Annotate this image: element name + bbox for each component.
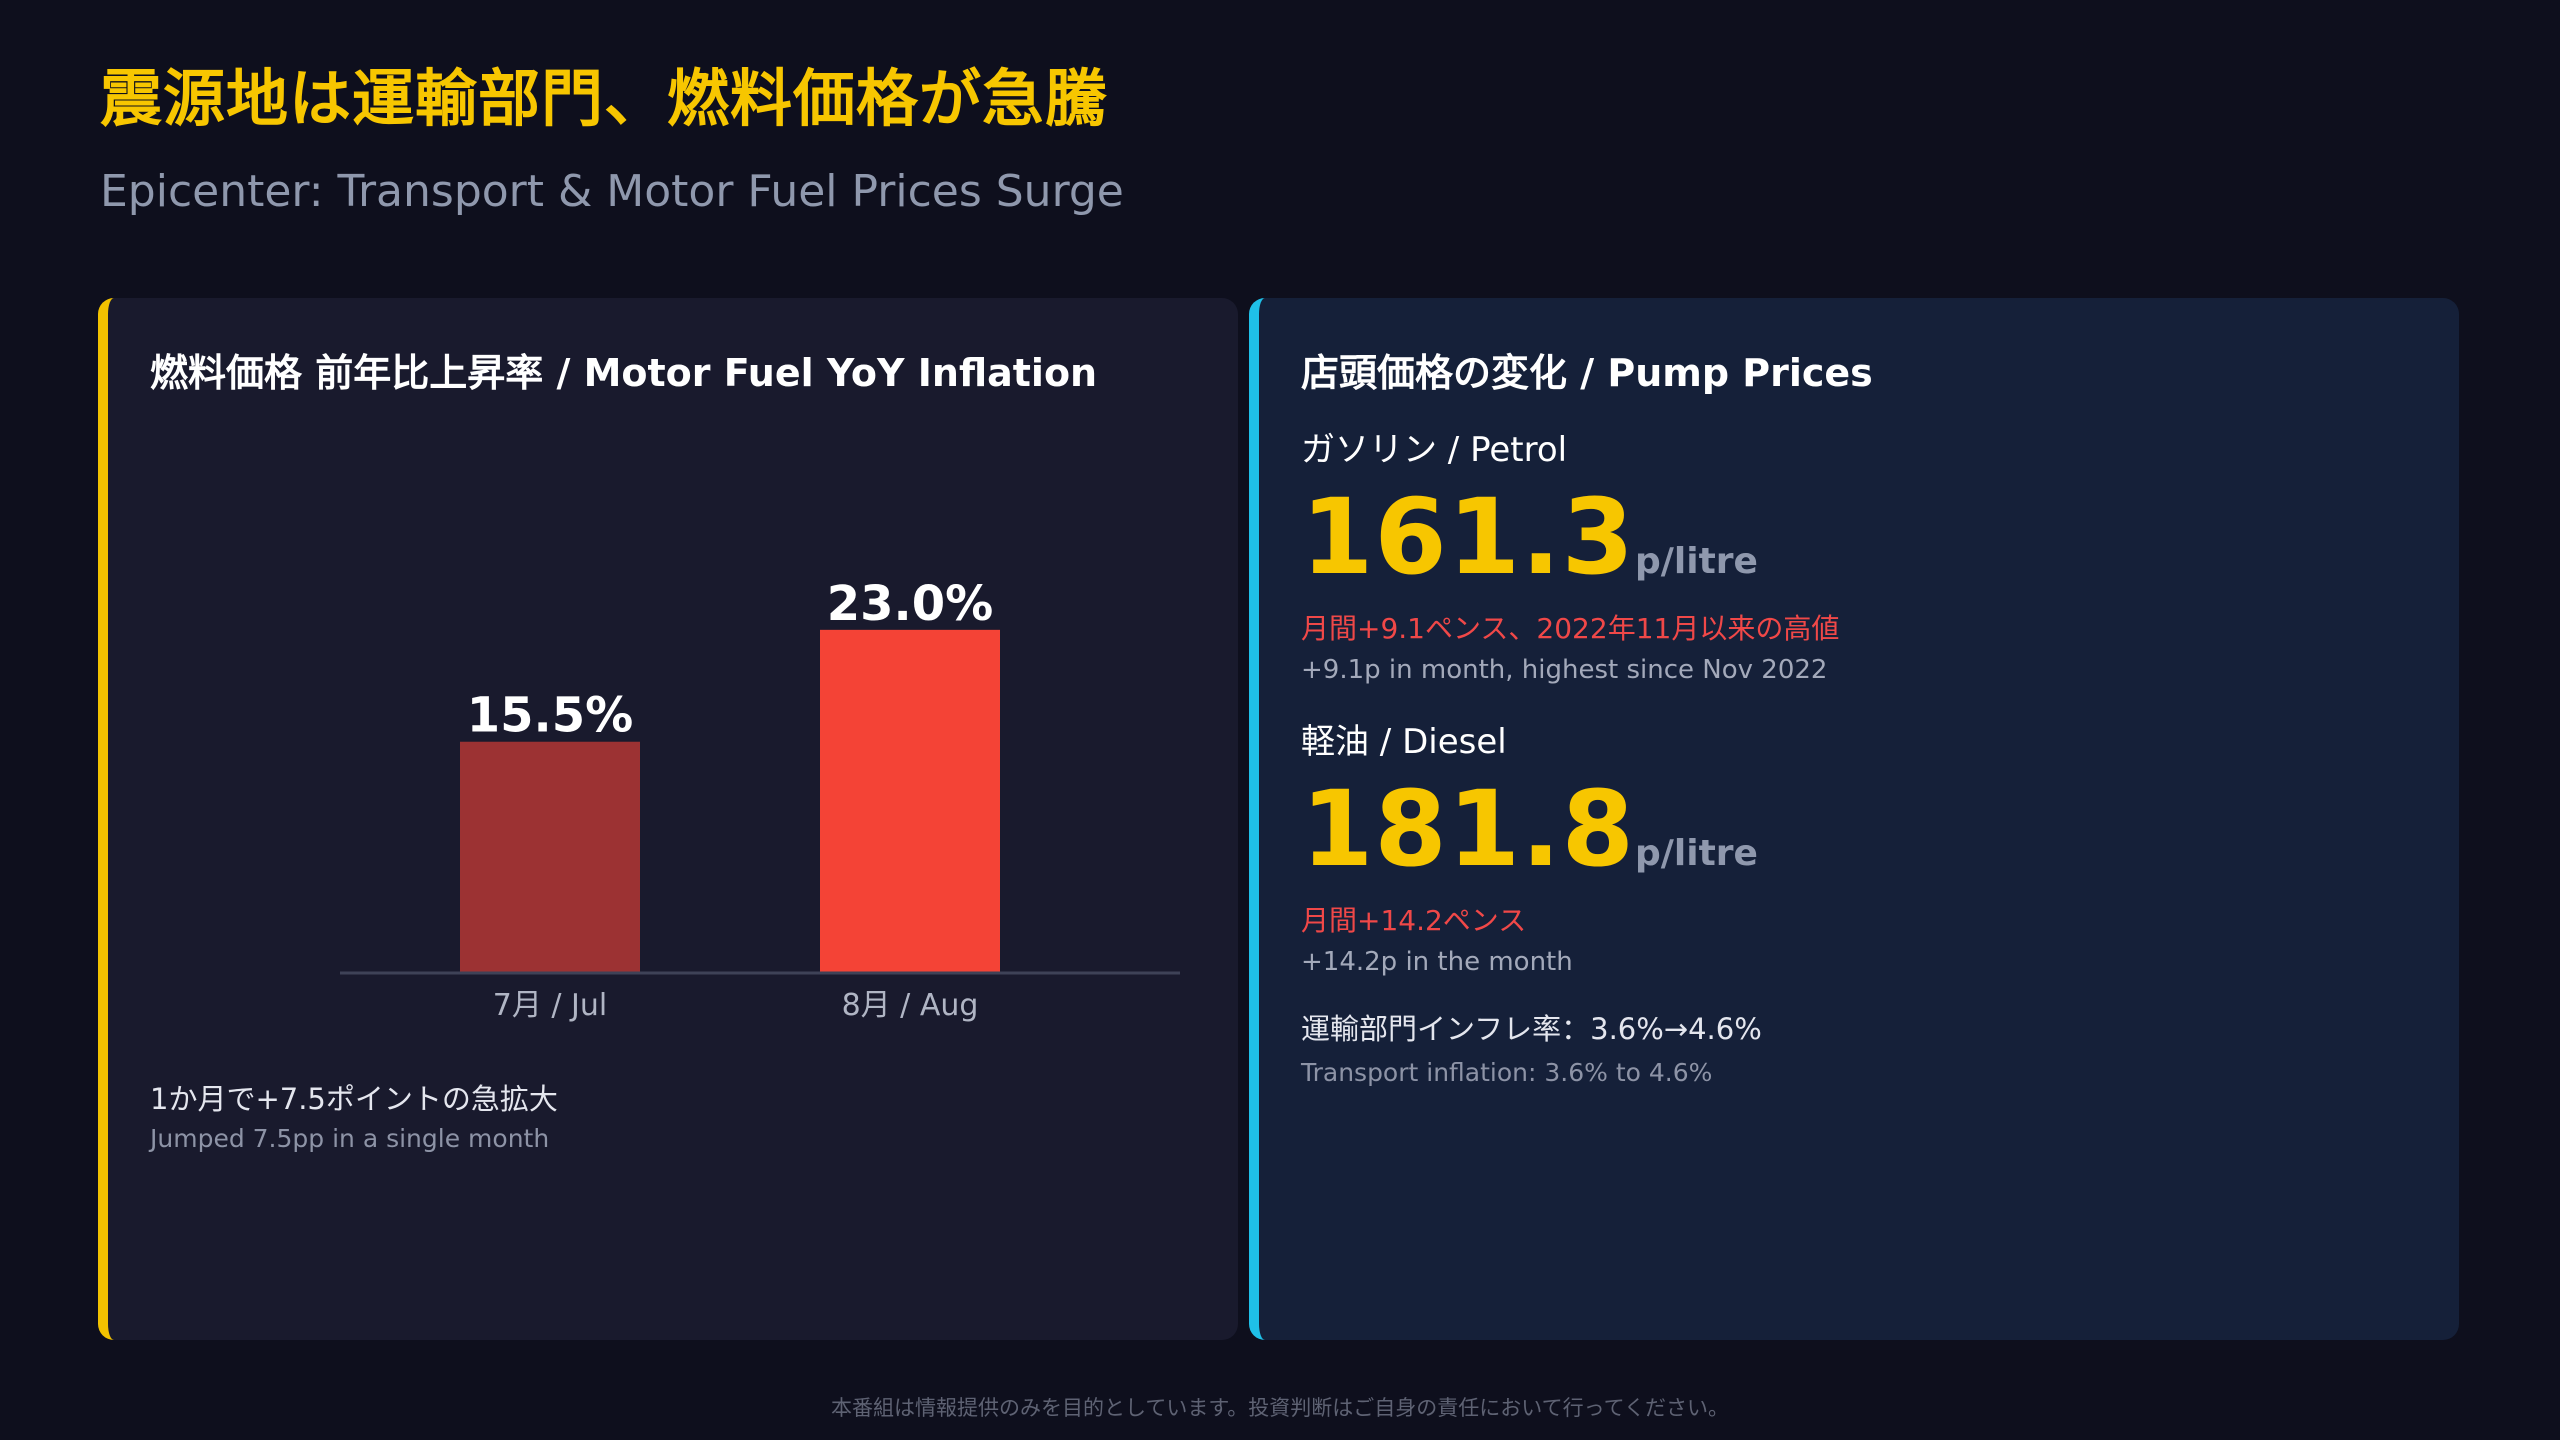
petrol-block: ガソリン / Petrol 161.3p/litre 月間+9.1ペンス、202… <box>1301 422 1839 685</box>
bar-1 <box>820 629 1000 973</box>
petrol-change-jp: 月間+9.1ペンス、2022年11月以来の高値 <box>1301 612 1840 645</box>
transport-inflation-en: Transport inflation: 3.6% to 4.6% <box>1301 1058 1713 1087</box>
petrol-price: 161.3p/litre <box>1301 485 1839 589</box>
page-title: 震源地は運輸部門、燃料価格が急騰 <box>100 62 1109 135</box>
diesel-change-en: +14.2p in the month <box>1301 947 1573 977</box>
fuel-inflation-panel: 燃料価格 前年比上昇率 / Motor Fuel YoY Inflation 1… <box>98 298 1238 1340</box>
diesel-label: 軽油 / Diesel <box>1301 722 1507 762</box>
diesel-price: 181.8p/litre <box>1301 777 1758 881</box>
diesel-change-jp: 月間+14.2ペンス <box>1301 904 1527 937</box>
pump-prices-panel: 店頭価格の変化 / Pump Prices ガソリン / Petrol 161.… <box>1249 298 2459 1340</box>
fuel-inflation-heading: 燃料価格 前年比上昇率 / Motor Fuel YoY Inflation <box>150 351 1098 395</box>
x-tick-label-1: 8月 / Aug <box>842 988 979 1023</box>
fuel-inflation-bar-chart: 15.5% 7月 / Jul 23.0% 8月 / Aug <box>340 576 1180 1023</box>
disclaimer: 本番組は情報提供のみを目的としています。投資判断はご自身の責任において行ってくだ… <box>831 1396 1729 1420</box>
transport-inflation-jp: 運輸部門インフレ率：3.6%→4.6% <box>1301 1012 1762 1046</box>
diesel-price-unit: p/litre <box>1634 833 1758 874</box>
petrol-price-value: 161.3 <box>1301 476 1635 598</box>
bar-0 <box>460 741 640 973</box>
x-tick-label-0: 7月 / Jul <box>493 988 607 1023</box>
bar-value-label-1: 23.0% <box>827 576 994 632</box>
chart-note-en: Jumped 7.5pp in a single month <box>150 1124 550 1153</box>
diesel-block: 軽油 / Diesel 181.8p/litre 月間+14.2ペンス +14.… <box>1301 714 1758 977</box>
transport-inflation-block: 運輸部門インフレ率：3.6%→4.6% Transport inflation:… <box>1301 1006 1762 1087</box>
pump-prices-heading: 店頭価格の変化 / Pump Prices <box>1301 351 1873 395</box>
petrol-price-unit: p/litre <box>1634 541 1758 582</box>
bar-value-label-0: 15.5% <box>467 688 634 744</box>
chart-note-jp: 1か月で+7.5ポイントの急拡大 <box>150 1082 558 1116</box>
diesel-price-value: 181.8 <box>1301 768 1635 890</box>
petrol-label: ガソリン / Petrol <box>1301 430 1568 470</box>
page-subtitle: Epicenter: Transport & Motor Fuel Prices… <box>100 166 1124 217</box>
petrol-change-en: +9.1p in month, highest since Nov 2022 <box>1301 655 1828 685</box>
